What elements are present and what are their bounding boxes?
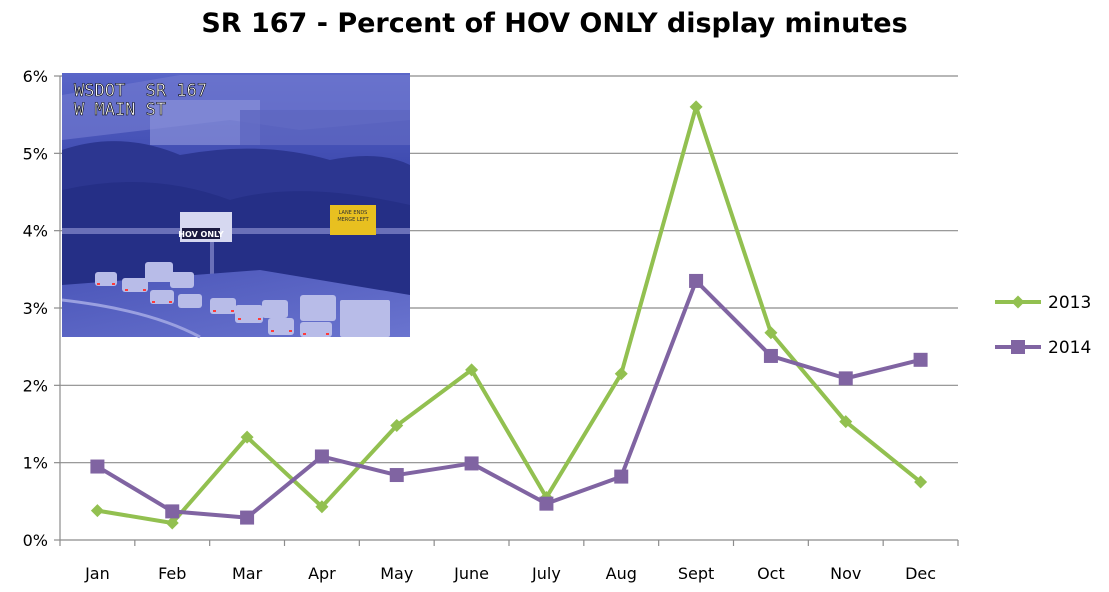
y-tick-label: 5% (23, 144, 48, 163)
x-tick-label-sept: Sept (678, 564, 714, 583)
point-2014-feb (165, 504, 180, 519)
x-tick-label-oct: Oct (757, 564, 785, 583)
camera-overlay-line1: WSDOT SR 167 (74, 81, 207, 101)
point-2013-jan (90, 504, 104, 518)
x-tick-label-may: May (380, 564, 413, 583)
y-tick-label: 3% (23, 299, 48, 318)
series-line-2014 (96, 278, 922, 520)
point-2013-aug (614, 367, 628, 381)
point-2014-june (464, 456, 479, 471)
point-2014-mar (240, 510, 255, 525)
y-tick-label: 2% (23, 376, 48, 395)
y-tick-label: 0% (23, 531, 48, 550)
point-2013-feb (165, 516, 179, 530)
x-tick-label-apr: Apr (308, 564, 336, 583)
y-tick-label: 4% (23, 222, 48, 241)
point-2014-july (539, 496, 554, 511)
series-line-2013 (97, 104, 922, 525)
point-2013-june (465, 363, 479, 377)
point-2014-aug (614, 469, 629, 484)
legend-marker-2014 (1011, 340, 1025, 354)
legend-label-2014: 2014 (1048, 338, 1091, 358)
point-2014-dec (913, 352, 928, 367)
x-tick-label-feb: Feb (158, 564, 186, 583)
point-2013-may (390, 419, 404, 433)
point-2013-sept (689, 100, 703, 114)
point-2013-mar (240, 430, 254, 444)
camera-overlay-line2: W MAIN ST (74, 100, 166, 120)
merge-sign-line2: MERGE LEFT (337, 217, 369, 223)
x-tick-label-june: June (453, 564, 489, 583)
traffic-camera-photo: HOV ONLY LANE ENDS MERGE LEFT (61, 73, 410, 339)
series-lines (90, 100, 928, 530)
axes: 0% 1% 2% 3% 4% 5% 6% Jan Feb Mar Apr May June July Aug… (23, 67, 959, 583)
legend-marker-2013 (1011, 295, 1025, 309)
merge-sign-line1: LANE ENDS (339, 210, 368, 216)
point-2014-nov (838, 371, 853, 386)
y-tick-label: 1% (23, 454, 48, 473)
point-2014-jan (90, 459, 105, 474)
point-2014-sept (689, 273, 704, 288)
point-2013-apr (315, 500, 329, 514)
x-tick-label-dec: Dec (905, 564, 936, 583)
hov-only-sign-text: HOV ONLY (178, 230, 224, 239)
point-2014-may (389, 468, 404, 483)
point-2013-oct (764, 326, 778, 340)
chart-title: SR 167 - Percent of HOV ONLY display min… (201, 8, 908, 39)
x-tick-label-mar: Mar (232, 564, 263, 583)
x-tick-label-july: July (531, 564, 561, 583)
point-2014-oct (763, 348, 778, 363)
legend-label-2013: 2013 (1048, 293, 1091, 313)
x-tick-label-jan: Jan (84, 564, 110, 583)
point-2013-dec (914, 475, 928, 489)
y-tick-label: 6% (23, 67, 48, 86)
point-2013-nov (839, 415, 853, 429)
point-2014-apr (314, 449, 329, 464)
x-tick-label-nov: Nov (830, 564, 861, 583)
x-tick-label-aug: Aug (606, 564, 637, 583)
legend: 2013 2014 (995, 293, 1091, 358)
